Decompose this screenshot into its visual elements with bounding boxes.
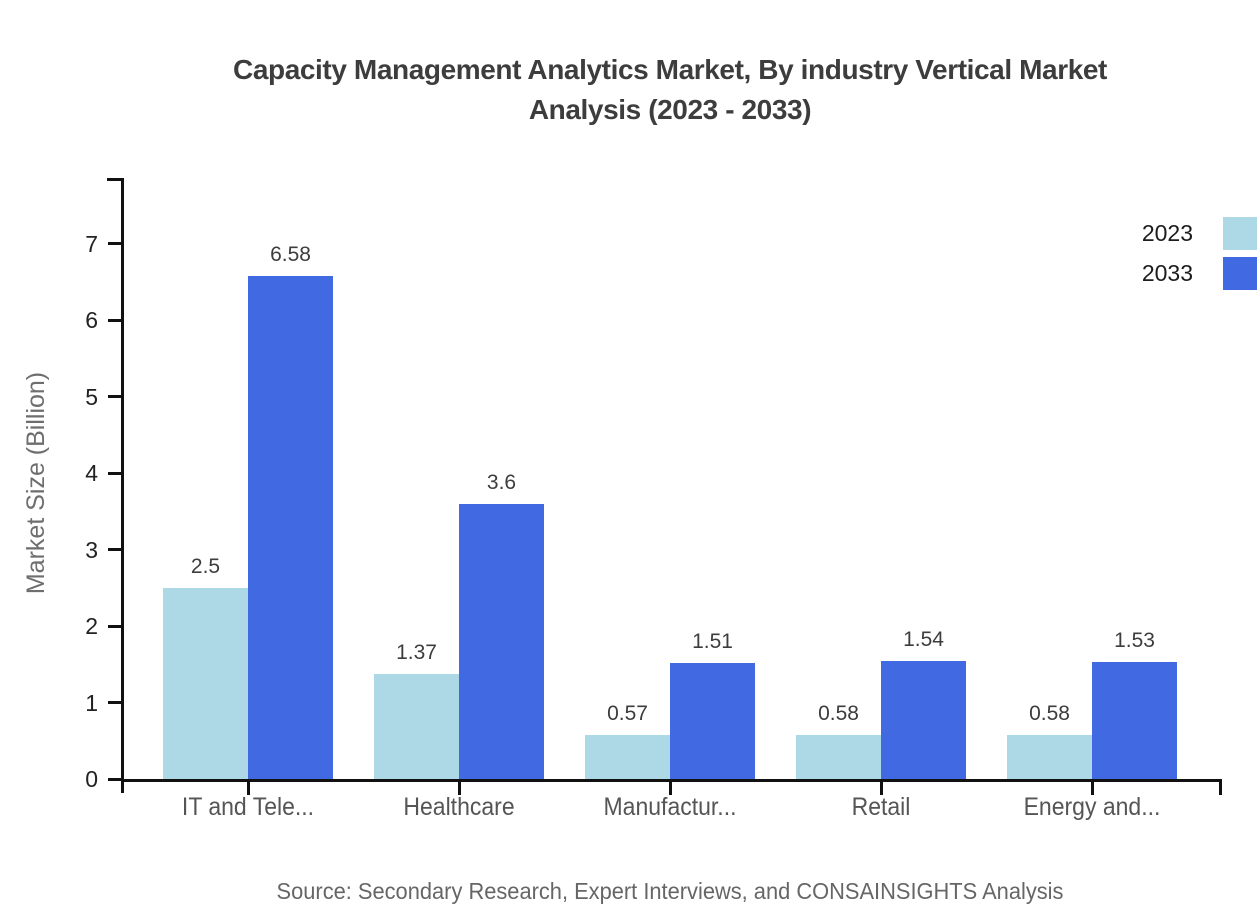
y-tick-label: 7: [85, 230, 98, 257]
bar-value-label: 1.51: [692, 630, 733, 654]
bar-value-label: 1.54: [903, 628, 944, 652]
y-axis-end-cap: [107, 178, 124, 181]
bar-value-label: 1.53: [1114, 628, 1155, 652]
y-tick-label: 6: [85, 307, 98, 333]
y-tick-label: 1: [85, 689, 98, 716]
bar-2023-2: [585, 735, 670, 779]
y-tick-mark: [108, 701, 122, 704]
y-tick-mark: [108, 318, 122, 322]
legend: 2023 2033: [1142, 217, 1257, 290]
y-tick-label: 5: [85, 383, 98, 410]
legend-swatch-2023: [1223, 217, 1257, 250]
bar-value-label: 0.58: [818, 701, 859, 725]
bar-2033-2: [670, 663, 755, 779]
legend-label-2023: 2023: [1141, 220, 1193, 246]
x-tick-mark: [668, 782, 672, 795]
x-category-label: Retail: [851, 793, 911, 821]
y-tick-label: 3: [85, 536, 98, 563]
bar-2033-4: [1092, 661, 1177, 779]
x-tick-mark: [879, 782, 883, 795]
x-tick-mark: [1090, 782, 1094, 795]
y-tick-mark: [108, 395, 122, 398]
bar-value-label: 2.5: [190, 554, 221, 578]
legend-item-2033: 2033: [1142, 257, 1257, 290]
bar-2023-4: [1007, 734, 1092, 779]
source-note: Source: Secondary Research, Expert Inter…: [276, 878, 1064, 904]
y-axis-line: [121, 178, 124, 793]
x-category-label: Healthcare: [403, 793, 515, 821]
bar-value-label: 3.6: [486, 470, 517, 494]
y-tick-label: 4: [85, 460, 98, 486]
bar-2023-0: [163, 587, 248, 779]
bar-value-label: 0.57: [607, 702, 648, 726]
x-tick-mark: [246, 782, 250, 795]
x-category-label: IT and Tele...: [181, 793, 315, 821]
x-axis-end-cap: [1219, 779, 1222, 795]
legend-label-2033: 2033: [1141, 260, 1193, 286]
bar-2023-1: [374, 674, 459, 779]
legend-swatch-2033: [1223, 257, 1257, 290]
x-category-label: Energy and...: [1023, 793, 1161, 821]
y-tick-mark: [108, 777, 122, 781]
y-tick-mark: [108, 624, 122, 628]
bar-value-label: 1.37: [396, 641, 437, 665]
y-tick-mark: [108, 548, 122, 551]
x-axis-line: [121, 779, 1222, 782]
bar-value-label: 0.58: [1029, 701, 1070, 725]
bar-2023-3: [796, 734, 881, 779]
y-tick-mark: [108, 471, 122, 475]
y-tick-mark: [108, 242, 122, 245]
bar-value-label: 6.58: [270, 242, 311, 266]
bar-2033-3: [881, 661, 966, 779]
bar-2033-1: [459, 503, 544, 779]
x-tick-mark: [457, 782, 461, 795]
x-category-label: Manufactur...: [603, 793, 737, 821]
legend-item-2023: 2023: [1142, 217, 1257, 250]
y-tick-label: 0: [85, 766, 98, 792]
chart-title: Capacity Management Analytics Market, By…: [233, 54, 1107, 125]
y-tick-label: 2: [85, 613, 98, 639]
bar-2033-0: [248, 275, 333, 779]
